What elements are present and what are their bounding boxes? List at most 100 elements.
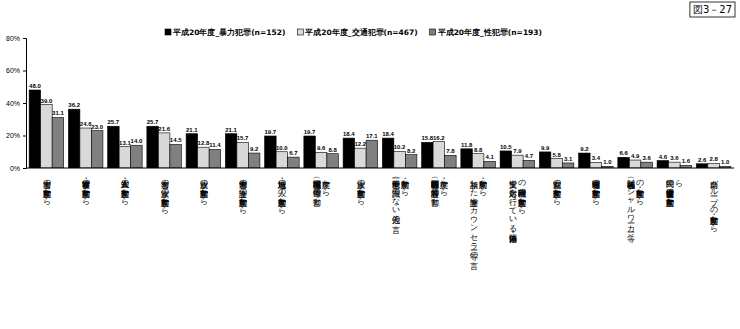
data-label: 4.6 — [659, 154, 668, 160]
data-label: 8.8 — [328, 147, 337, 153]
bar — [472, 154, 484, 168]
data-label: 15.8 — [422, 135, 434, 141]
category-label: 友人・知人の言動・態度から — [120, 174, 130, 206]
data-label: 39.0 — [41, 98, 53, 104]
bar — [618, 157, 630, 168]
bar — [288, 157, 300, 168]
legend-label: 平成20年度_暴力犯罪(n=152) — [172, 27, 285, 37]
data-label: 19.7 — [304, 129, 316, 135]
category-label: 医療関係者（医師や看護師等）の言動・態度から — [430, 174, 449, 207]
bar — [186, 134, 198, 168]
tick-label: 80% — [6, 35, 20, 42]
category-label: 報道関係者の言動・態度から — [591, 174, 601, 206]
legend: 平成20年度_暴力犯罪(n=152)平成20年度_交通犯罪(n=467)平成20… — [162, 26, 551, 38]
data-label: 10.5 — [500, 144, 512, 150]
category-label: 自助グループの言動・態度から — [709, 174, 719, 233]
legend-swatch — [297, 29, 303, 35]
bar — [551, 159, 563, 168]
bar — [119, 147, 131, 168]
bar — [248, 153, 260, 168]
bar — [198, 147, 210, 168]
tick-mark — [23, 103, 26, 104]
bar — [147, 126, 159, 168]
data-label: 16.2 — [433, 135, 445, 141]
bar — [68, 109, 80, 168]
data-label: 4.7 — [525, 153, 534, 159]
data-label: 1.0 — [603, 159, 612, 165]
tick: 60% — [6, 67, 26, 74]
axis-line — [26, 168, 734, 169]
data-label: 10.0 — [276, 145, 288, 151]
tick: 20% — [6, 132, 26, 139]
y-axis: 0% 20% 40% 60% 80% — [6, 35, 27, 172]
bar — [355, 148, 367, 168]
bar — [394, 151, 406, 168]
data-label: 15.7 — [237, 135, 249, 141]
data-label: 14.5 — [170, 137, 182, 143]
category-label: 福祉関係者（ソーシャルワーカー等）の言動・態度から — [626, 174, 645, 244]
bar — [131, 145, 143, 168]
category-label: 加害者の家族の言動・態度から — [160, 174, 170, 215]
tick-label: 0% — [10, 165, 20, 172]
bar — [158, 133, 170, 168]
tick-label: 40% — [6, 100, 20, 107]
tick-mark — [23, 136, 26, 137]
data-label: 18.4 — [343, 131, 355, 137]
bar — [52, 117, 64, 168]
data-label: 9.2 — [580, 146, 589, 152]
title-box: 図3－27 — [690, 2, 735, 17]
chart: 48.036.225.725.721.121.119.719.718.418.4… — [0, 0, 740, 329]
data-label: 21.1 — [186, 127, 198, 133]
bar — [80, 128, 92, 168]
data-label: 3.1 — [564, 156, 573, 162]
data-label: 14.0 — [131, 138, 143, 144]
data-label: 18.4 — [382, 131, 394, 137]
data-label: 8.8 — [474, 147, 483, 153]
plot: 48.036.225.725.721.121.119.719.718.418.4… — [6, 35, 734, 270]
tick: 80% — [6, 35, 26, 42]
data-label: 9.2 — [250, 146, 259, 152]
data-label: 23.0 — [91, 124, 103, 130]
bar — [708, 163, 720, 168]
category-label: 親族の言動・態度から — [199, 174, 209, 206]
data-label: 10.2 — [394, 144, 406, 150]
data-label: 11.4 — [209, 142, 221, 148]
data-label: 1.0 — [721, 159, 730, 165]
legend-label: 平成20年度_交通犯罪(n=467) — [304, 27, 417, 37]
bar — [512, 155, 524, 168]
bar — [461, 149, 473, 168]
tick-label: 60% — [6, 67, 20, 74]
data-label: 13.1 — [119, 140, 131, 146]
bar — [445, 155, 457, 168]
bar — [366, 140, 378, 168]
bar — [657, 161, 669, 168]
category-label: 加害者側の弁護士の言動・態度から — [238, 174, 248, 215]
bar — [696, 164, 708, 168]
bar — [433, 142, 445, 168]
legend-swatch — [430, 29, 436, 35]
bar — [590, 162, 602, 168]
data-label: 9.9 — [541, 145, 550, 151]
bars — [29, 90, 731, 168]
bar — [29, 90, 41, 168]
x-axis: 加害者の言動・態度から警察官・検事の言動・態度から友人・知人の言動・態度から加害… — [26, 168, 734, 270]
tick: 0% — [10, 165, 26, 172]
bar — [108, 126, 120, 168]
data-label: 7.8 — [446, 148, 455, 154]
bar — [539, 152, 551, 168]
data-label: 4.1 — [485, 154, 494, 160]
data-label: 31.1 — [52, 110, 64, 116]
data-label: 21.6 — [158, 126, 170, 132]
bar — [523, 160, 535, 168]
data-label: 21.1 — [225, 127, 237, 133]
category-label: 世間一般（全く面識のない他人）の言動・態度から — [391, 174, 410, 234]
bar — [641, 162, 653, 168]
bar — [500, 151, 512, 168]
bar — [237, 142, 249, 168]
category-label: 民間の被害者支援団体の言動・態度から — [665, 174, 683, 208]
data-label: 3.6 — [642, 155, 651, 161]
data-label: 25.7 — [147, 119, 159, 125]
category-label: 支援や対応を行っている国・自治体等の行政機関の言動・態度から — [508, 174, 527, 244]
bar — [422, 142, 434, 168]
bar — [484, 161, 496, 168]
